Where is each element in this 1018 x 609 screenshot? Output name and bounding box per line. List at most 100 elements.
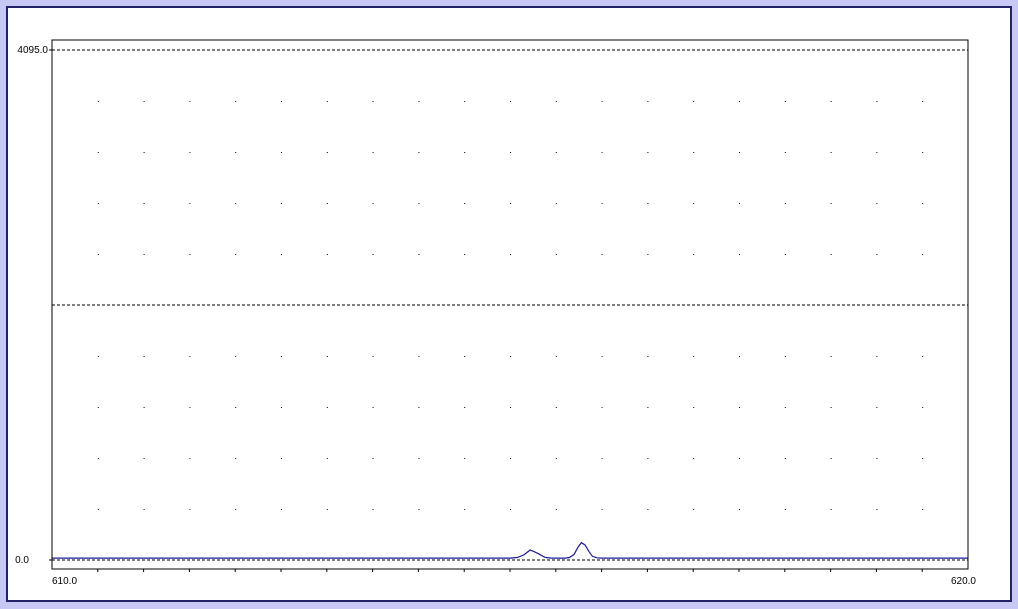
grid-dot <box>235 458 237 459</box>
grid-dot <box>189 101 191 102</box>
reference-lines <box>52 49 968 561</box>
grid-dot <box>326 203 328 204</box>
grid-dot <box>510 203 511 204</box>
grid-dot <box>876 254 878 255</box>
grid-dot <box>693 458 695 459</box>
grid-dot <box>922 509 924 510</box>
grid-dot <box>830 509 832 510</box>
grid-dot <box>739 152 740 153</box>
x-tick-label-left: 610.0 <box>52 576 77 587</box>
grid-dot <box>784 509 786 510</box>
grid-dot <box>326 458 328 459</box>
grid-dot <box>143 152 145 153</box>
grid-dot <box>876 101 878 102</box>
y-tick-label-bottom: 0.0 <box>15 555 29 566</box>
grid-dot <box>555 509 557 510</box>
grid-dot <box>784 407 786 408</box>
grid-dot <box>555 152 557 153</box>
grid-dot <box>647 152 649 153</box>
grid-dot <box>647 458 649 459</box>
grid-dot <box>739 407 740 408</box>
grid-dot <box>601 101 603 102</box>
grid-dot <box>97 203 99 204</box>
axis-ticks <box>49 49 923 572</box>
grid-dot <box>922 407 924 408</box>
grid-dot <box>555 407 557 408</box>
grid-dot <box>693 356 695 357</box>
grid-dot <box>555 101 557 102</box>
grid-dot <box>372 152 374 153</box>
grid-dot <box>464 203 466 204</box>
grid-dot <box>876 356 878 357</box>
grid-dot <box>601 407 603 408</box>
grid-dot <box>235 509 237 510</box>
grid-dot <box>693 509 695 510</box>
grid-dot <box>922 203 924 204</box>
grid-dot <box>601 356 603 357</box>
grid-dot <box>876 509 878 510</box>
grid-dot <box>830 458 832 459</box>
grid-dot <box>601 509 603 510</box>
grid-dot <box>647 101 649 102</box>
grid-dot <box>281 407 282 408</box>
dot-grid <box>97 101 924 510</box>
grid-dot <box>143 356 145 357</box>
grid-dot <box>693 101 695 102</box>
grid-dot <box>281 254 282 255</box>
grid-dot <box>922 356 924 357</box>
chart-window: 4095.0 0.0 610.0 620.0 <box>6 6 1012 602</box>
grid-dot <box>143 407 145 408</box>
grid-dot <box>464 407 466 408</box>
grid-dot <box>372 101 374 102</box>
grid-dot <box>418 101 420 102</box>
grid-dot <box>418 407 420 408</box>
grid-dot <box>922 101 924 102</box>
grid-dot <box>372 203 374 204</box>
grid-dot <box>143 458 145 459</box>
grid-dot <box>326 407 328 408</box>
grid-dot <box>143 254 145 255</box>
grid-dot <box>922 152 924 153</box>
grid-dot <box>555 458 557 459</box>
grid-dot <box>510 509 511 510</box>
grid-dot <box>830 203 832 204</box>
grid-dot <box>189 458 191 459</box>
grid-dot <box>464 254 466 255</box>
grid-dot <box>235 254 237 255</box>
grid-dot <box>281 152 282 153</box>
grid-dot <box>372 407 374 408</box>
grid-dot <box>739 509 740 510</box>
grid-dot <box>189 509 191 510</box>
grid-dot <box>601 152 603 153</box>
grid-dot <box>143 509 145 510</box>
grid-dot <box>784 458 786 459</box>
grid-dot <box>784 101 786 102</box>
grid-dot <box>97 152 99 153</box>
grid-dot <box>647 356 649 357</box>
grid-dot <box>876 407 878 408</box>
grid-dot <box>281 203 282 204</box>
grid-dot <box>876 203 878 204</box>
grid-dot <box>326 254 328 255</box>
grid-dot <box>784 356 786 357</box>
grid-dot <box>601 254 603 255</box>
grid-dot <box>693 152 695 153</box>
grid-dot <box>876 458 878 459</box>
grid-dot <box>693 254 695 255</box>
grid-dot <box>555 254 557 255</box>
grid-dot <box>189 407 191 408</box>
grid-dot <box>143 203 145 204</box>
grid-dot <box>97 356 99 357</box>
grid-dot <box>418 203 420 204</box>
grid-dot <box>830 356 832 357</box>
grid-dot <box>418 356 420 357</box>
grid-dot <box>876 152 878 153</box>
grid-dot <box>143 101 145 102</box>
grid-dot <box>97 101 99 102</box>
grid-dot <box>418 509 420 510</box>
grid-dot <box>739 458 740 459</box>
grid-dot <box>235 101 237 102</box>
grid-dot <box>326 509 328 510</box>
grid-dot <box>281 101 282 102</box>
x-tick-label-right: 620.0 <box>951 576 976 587</box>
